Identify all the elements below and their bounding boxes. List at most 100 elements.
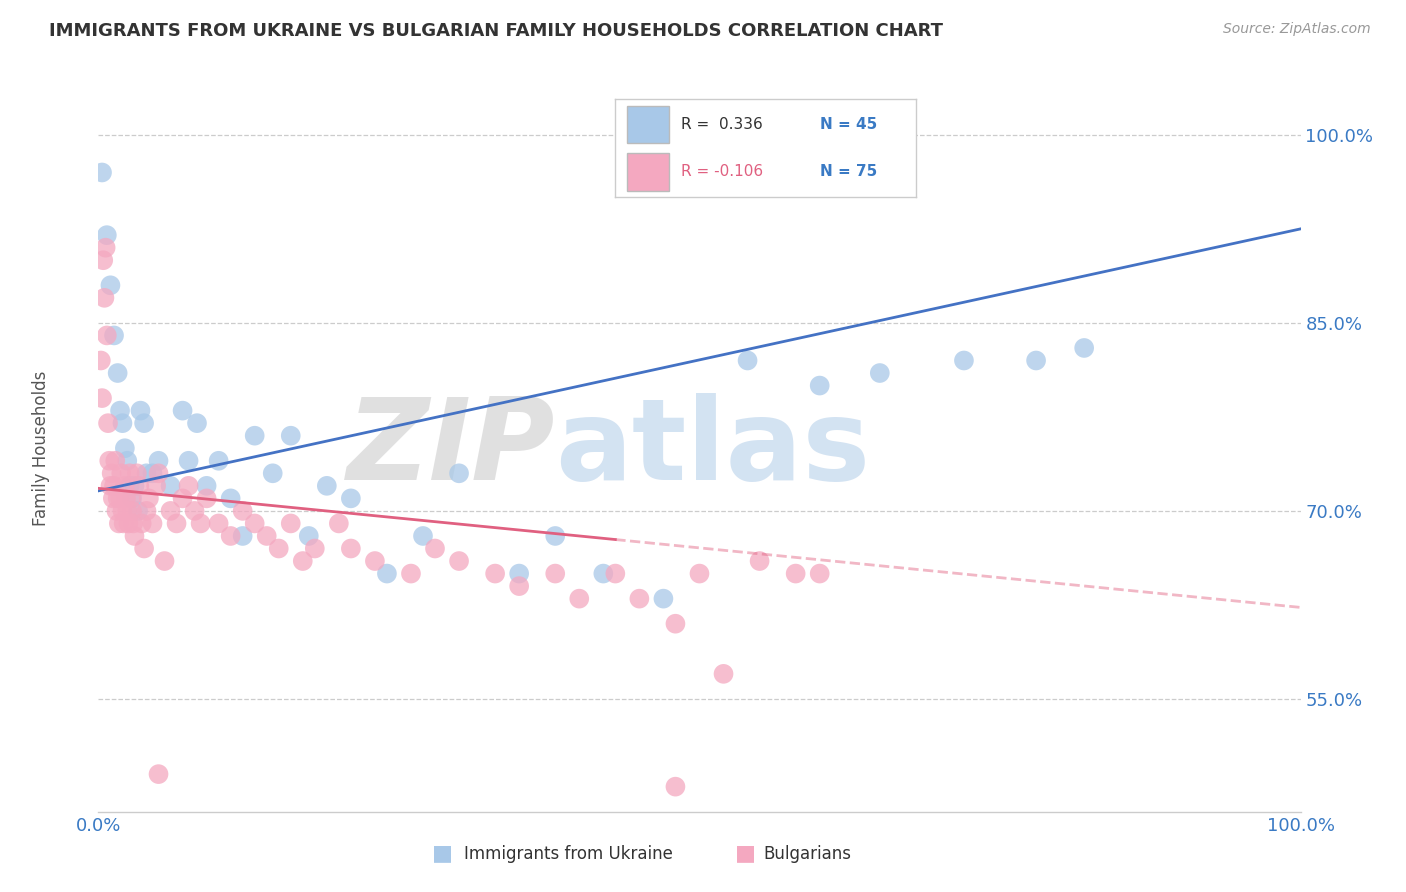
- Point: [664, 780, 686, 794]
- Point: [208, 516, 231, 531]
- Point: [808, 566, 831, 581]
- Point: [423, 541, 446, 556]
- Point: [232, 504, 254, 518]
- Point: [177, 479, 200, 493]
- Point: [141, 516, 163, 531]
- Point: [256, 529, 278, 543]
- Point: [96, 328, 118, 343]
- Point: [114, 479, 136, 493]
- Point: [315, 479, 337, 493]
- Point: [159, 504, 181, 518]
- Point: [111, 416, 134, 430]
- Point: [118, 479, 141, 493]
- Point: [544, 529, 567, 543]
- Point: [111, 504, 134, 518]
- Point: [148, 467, 170, 481]
- Point: [104, 454, 127, 468]
- Point: [100, 278, 122, 293]
- Point: [1073, 341, 1095, 355]
- Point: [785, 566, 807, 581]
- Point: [869, 366, 891, 380]
- Point: [91, 165, 114, 179]
- Text: Immigrants from Ukraine: Immigrants from Ukraine: [464, 846, 673, 863]
- Y-axis label: Family Households: Family Households: [32, 370, 49, 526]
- Point: [114, 442, 136, 456]
- Point: [117, 504, 139, 518]
- Point: [280, 516, 302, 531]
- Point: [243, 516, 266, 531]
- Point: [447, 467, 470, 481]
- Point: [107, 491, 129, 506]
- Point: [103, 328, 125, 343]
- Text: Source: ZipAtlas.com: Source: ZipAtlas.com: [1223, 22, 1371, 37]
- Point: [190, 516, 212, 531]
- Point: [97, 416, 120, 430]
- Point: [177, 454, 200, 468]
- Point: [183, 504, 205, 518]
- Point: [953, 353, 976, 368]
- Text: ■: ■: [433, 844, 453, 863]
- Point: [195, 491, 218, 506]
- Point: [91, 253, 114, 268]
- Point: [108, 403, 131, 417]
- Point: [101, 491, 124, 506]
- Point: [291, 554, 314, 568]
- Point: [484, 566, 506, 581]
- Point: [129, 403, 152, 417]
- Point: [131, 516, 153, 531]
- Point: [328, 516, 350, 531]
- Point: [138, 491, 160, 506]
- Point: [118, 467, 141, 481]
- Point: [132, 541, 155, 556]
- Point: [688, 566, 710, 581]
- Point: [127, 504, 149, 518]
- Point: [128, 479, 150, 493]
- Point: [232, 529, 254, 543]
- Point: [172, 491, 194, 506]
- Point: [243, 428, 266, 442]
- Point: [105, 504, 128, 518]
- Point: [340, 541, 363, 556]
- Point: [132, 416, 155, 430]
- Point: [166, 516, 188, 531]
- Point: [122, 516, 145, 531]
- Point: [605, 566, 627, 581]
- Point: [195, 479, 218, 493]
- Point: [713, 666, 735, 681]
- Point: [159, 479, 181, 493]
- Text: ■: ■: [735, 844, 755, 863]
- Point: [652, 591, 675, 606]
- Point: [508, 566, 530, 581]
- Point: [1025, 353, 1047, 368]
- Point: [145, 479, 167, 493]
- Point: [447, 554, 470, 568]
- Point: [141, 467, 163, 481]
- Point: [280, 428, 302, 442]
- Point: [267, 541, 290, 556]
- Point: [93, 291, 115, 305]
- Point: [186, 416, 208, 430]
- Point: [298, 529, 321, 543]
- Point: [91, 391, 114, 405]
- Point: [124, 529, 146, 543]
- Point: [808, 378, 831, 392]
- Point: [90, 353, 112, 368]
- Point: [117, 516, 139, 531]
- Point: [208, 454, 231, 468]
- Point: [375, 566, 398, 581]
- Text: IMMIGRANTS FROM UKRAINE VS BULGARIAN FAMILY HOUSEHOLDS CORRELATION CHART: IMMIGRANTS FROM UKRAINE VS BULGARIAN FAM…: [49, 22, 943, 40]
- Point: [117, 454, 139, 468]
- Point: [108, 491, 131, 506]
- Point: [100, 467, 122, 481]
- Point: [262, 467, 284, 481]
- Point: [125, 467, 148, 481]
- Point: [108, 516, 131, 531]
- Point: [628, 591, 651, 606]
- Point: [120, 491, 142, 506]
- Point: [364, 554, 387, 568]
- Point: [121, 504, 143, 518]
- Point: [112, 516, 135, 531]
- Point: [664, 616, 686, 631]
- Point: [124, 479, 146, 493]
- Point: [135, 504, 157, 518]
